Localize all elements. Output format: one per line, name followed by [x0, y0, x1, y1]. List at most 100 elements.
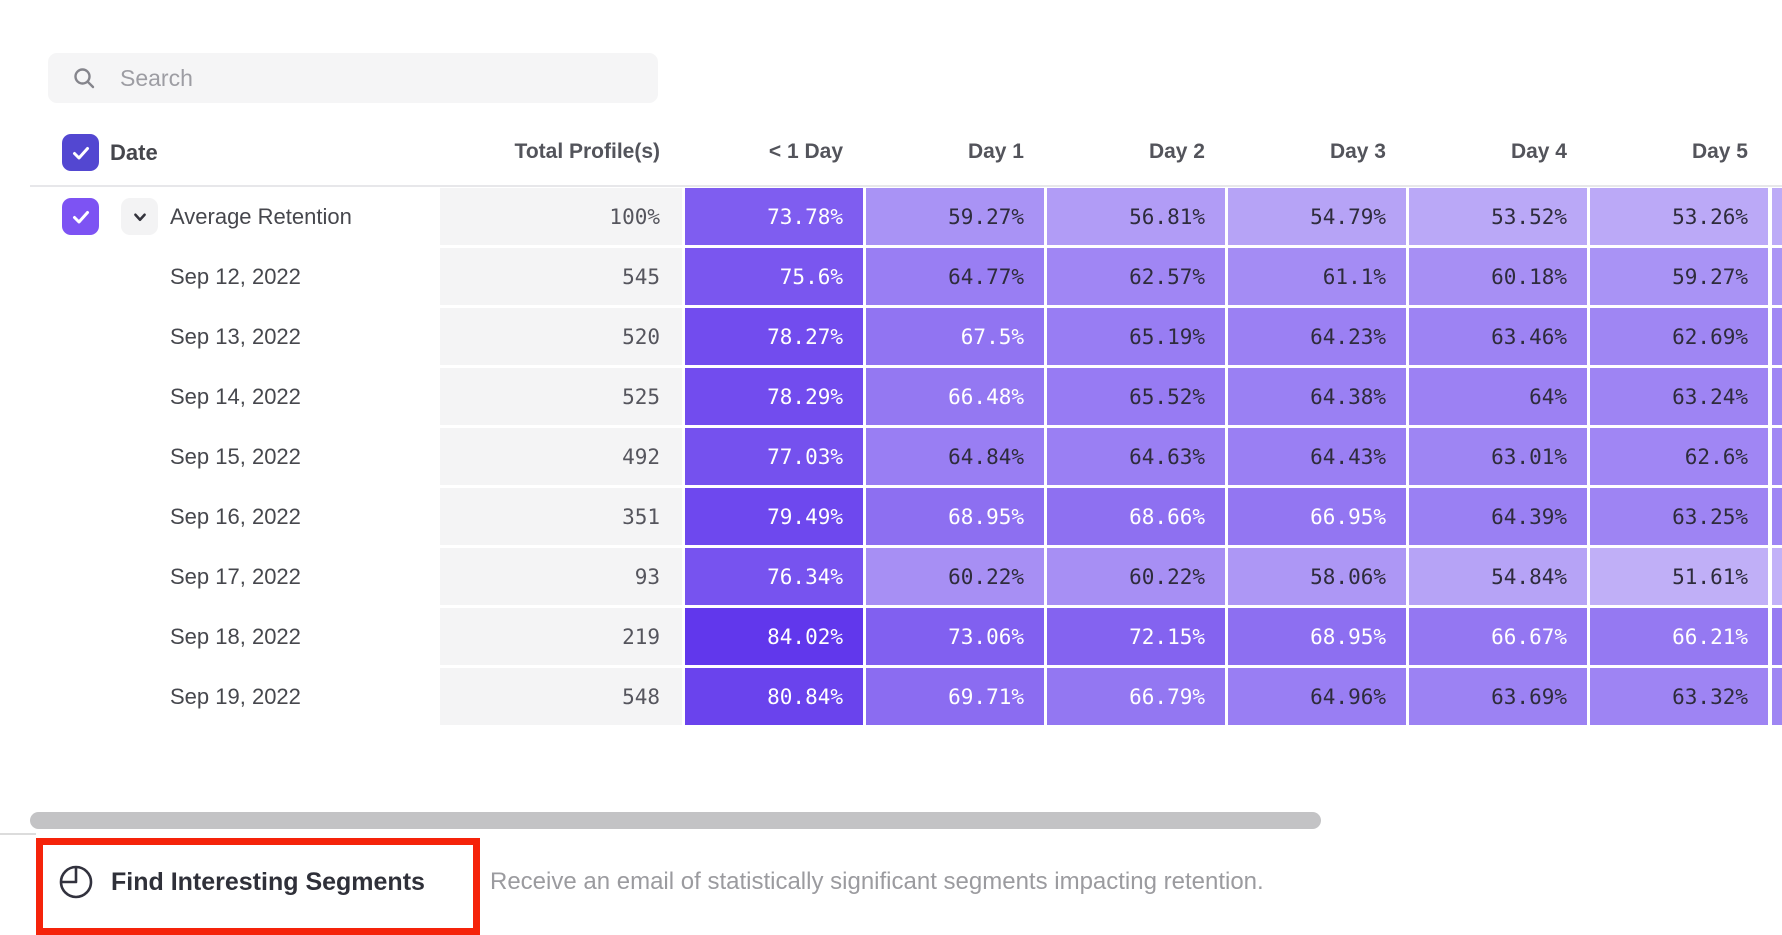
retention-cell[interactable]: 60.22%	[1047, 548, 1225, 605]
table-row-label: Sep 18, 2022	[30, 608, 437, 665]
row-label-text: Sep 17, 2022	[170, 563, 301, 589]
retention-cell[interactable]: 63.46%	[1409, 308, 1587, 365]
retention-cell[interactable]: 80.84%	[685, 668, 863, 725]
retention-cell[interactable]: 73.06%	[866, 608, 1044, 665]
day-column-header-3[interactable]: Day 3	[1329, 140, 1386, 163]
total-profiles-cell: 93	[440, 548, 682, 605]
retention-cell-partial[interactable]	[1772, 608, 1782, 665]
retention-cell-partial[interactable]	[1772, 188, 1782, 245]
retention-cell[interactable]: 62.6%	[1590, 428, 1768, 485]
retention-cell[interactable]: 68.66%	[1047, 488, 1225, 545]
row-label-text: Average Retention	[170, 203, 352, 229]
retention-cell[interactable]: 68.95%	[866, 488, 1044, 545]
day-column-header-1[interactable]: Day 1	[967, 140, 1024, 163]
retention-cell[interactable]: 64.96%	[1228, 668, 1406, 725]
retention-cell[interactable]: 51.61%	[1590, 548, 1768, 605]
table-row-label: Sep 13, 2022	[30, 308, 437, 365]
retention-cell-partial[interactable]	[1772, 668, 1782, 725]
header-divider	[30, 185, 1782, 187]
retention-cell[interactable]: 63.25%	[1590, 488, 1768, 545]
retention-cell[interactable]: 64.38%	[1228, 368, 1406, 425]
select-all-checkbox[interactable]	[62, 134, 99, 171]
retention-cell[interactable]: 84.02%	[685, 608, 863, 665]
table-row-label: Sep 14, 2022	[30, 368, 437, 425]
day-column-header-4[interactable]: Day 4	[1510, 140, 1567, 163]
retention-cell[interactable]: 66.95%	[1228, 488, 1406, 545]
segment-icon	[59, 865, 93, 899]
day-column-header-2[interactable]: Day 2	[1148, 140, 1205, 163]
retention-cell[interactable]: 54.79%	[1228, 188, 1406, 245]
retention-cell[interactable]: 65.52%	[1047, 368, 1225, 425]
retention-cell[interactable]: 53.52%	[1409, 188, 1587, 245]
retention-cell[interactable]: 61.1%	[1228, 248, 1406, 305]
retention-cell[interactable]: 67.5%	[866, 308, 1044, 365]
row-label-text: Sep 12, 2022	[170, 263, 301, 289]
day-column-header-0[interactable]: < 1 Day	[768, 140, 843, 163]
retention-cell[interactable]: 76.34%	[685, 548, 863, 605]
horizontal-scrollbar-thumb[interactable]	[30, 812, 1321, 829]
retention-cell[interactable]: 56.81%	[1047, 188, 1225, 245]
retention-cell[interactable]: 78.29%	[685, 368, 863, 425]
search-input[interactable]	[118, 63, 642, 93]
row-label-text: Sep 13, 2022	[170, 323, 301, 349]
retention-cell[interactable]: 77.03%	[685, 428, 863, 485]
retention-cell[interactable]: 64.77%	[866, 248, 1044, 305]
retention-cell[interactable]: 72.15%	[1047, 608, 1225, 665]
retention-cell[interactable]: 68.95%	[1228, 608, 1406, 665]
retention-cell-partial[interactable]	[1772, 308, 1782, 365]
retention-cell[interactable]: 59.27%	[1590, 248, 1768, 305]
retention-cell[interactable]: 66.21%	[1590, 608, 1768, 665]
retention-cell[interactable]: 62.69%	[1590, 308, 1768, 365]
date-column-header[interactable]: Date	[110, 140, 158, 165]
retention-cell[interactable]: 64.63%	[1047, 428, 1225, 485]
retention-cell[interactable]: 78.27%	[685, 308, 863, 365]
retention-cell[interactable]: 66.48%	[866, 368, 1044, 425]
retention-cell[interactable]: 60.18%	[1409, 248, 1587, 305]
retention-cell[interactable]: 75.6%	[685, 248, 863, 305]
retention-cell[interactable]: 64.23%	[1228, 308, 1406, 365]
total-profiles-column-header[interactable]: Total Profile(s)	[514, 140, 660, 163]
retention-cell-partial[interactable]	[1772, 248, 1782, 305]
retention-cell[interactable]: 66.79%	[1047, 668, 1225, 725]
retention-cell[interactable]: 58.06%	[1228, 548, 1406, 605]
average-retention-row-label: Average Retention	[30, 188, 437, 245]
row-label-text: Sep 14, 2022	[170, 383, 301, 409]
retention-cell[interactable]: 63.01%	[1409, 428, 1587, 485]
retention-cell[interactable]: 79.49%	[685, 488, 863, 545]
retention-cell[interactable]: 60.22%	[866, 548, 1044, 605]
find-interesting-segments-label: Find Interesting Segments	[111, 867, 425, 896]
day-column-header-5[interactable]: Day 5	[1691, 140, 1748, 163]
retention-cell[interactable]: 64.84%	[866, 428, 1044, 485]
retention-cell[interactable]: 59.27%	[866, 188, 1044, 245]
total-profiles-cell: 351	[440, 488, 682, 545]
retention-cell[interactable]: 64.39%	[1409, 488, 1587, 545]
find-interesting-segments-button[interactable]: Find Interesting Segments	[58, 858, 425, 906]
retention-cell[interactable]: 54.84%	[1409, 548, 1587, 605]
table-row-label: Sep 17, 2022	[30, 548, 437, 605]
total-profiles-cell: 520	[440, 308, 682, 365]
retention-cell[interactable]: 64%	[1409, 368, 1587, 425]
retention-cell[interactable]: 69.71%	[866, 668, 1044, 725]
table-row-label: Sep 16, 2022	[30, 488, 437, 545]
retention-cell[interactable]: 63.24%	[1590, 368, 1768, 425]
retention-cell[interactable]: 53.26%	[1590, 188, 1768, 245]
row-checkbox[interactable]	[62, 198, 99, 235]
search-bar	[48, 53, 658, 103]
row-label-text: Sep 18, 2022	[170, 623, 301, 649]
retention-cell-partial[interactable]	[1772, 488, 1782, 545]
retention-cell[interactable]: 65.19%	[1047, 308, 1225, 365]
row-label-text: Sep 15, 2022	[170, 443, 301, 469]
table-row-label: Sep 19, 2022	[30, 668, 437, 725]
retention-cell[interactable]: 63.32%	[1590, 668, 1768, 725]
retention-cell-partial[interactable]	[1772, 368, 1782, 425]
row-label-text: Sep 16, 2022	[170, 503, 301, 529]
retention-cell[interactable]: 63.69%	[1409, 668, 1587, 725]
retention-cell-partial[interactable]	[1772, 548, 1782, 605]
retention-cell[interactable]: 73.78%	[685, 188, 863, 245]
retention-cell[interactable]: 64.43%	[1228, 428, 1406, 485]
expand-collapse-button[interactable]	[121, 198, 158, 235]
retention-cell[interactable]: 62.57%	[1047, 248, 1225, 305]
total-profiles-cell: 545	[440, 248, 682, 305]
retention-cell[interactable]: 66.67%	[1409, 608, 1587, 665]
retention-cell-partial[interactable]	[1772, 428, 1782, 485]
